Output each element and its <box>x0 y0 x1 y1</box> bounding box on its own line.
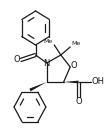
Text: N: N <box>44 58 50 67</box>
Text: OH: OH <box>92 78 105 87</box>
Polygon shape <box>29 82 47 91</box>
Text: Me: Me <box>43 39 52 44</box>
Text: O: O <box>71 62 77 71</box>
Text: O: O <box>14 55 20 64</box>
Polygon shape <box>64 81 79 83</box>
Text: O: O <box>75 96 82 106</box>
Text: Me: Me <box>71 41 80 46</box>
